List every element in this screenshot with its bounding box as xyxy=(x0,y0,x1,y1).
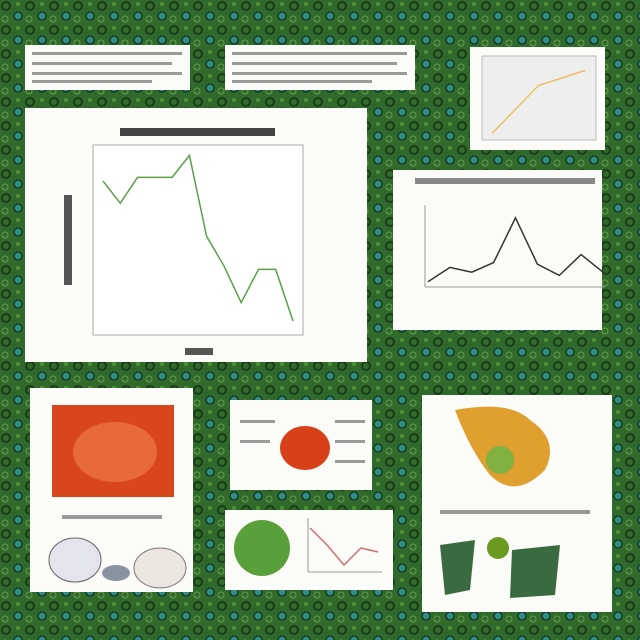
image xyxy=(73,422,157,482)
line xyxy=(309,527,379,567)
image xyxy=(510,545,560,598)
title-bar xyxy=(120,128,275,136)
chart-frame xyxy=(92,144,304,336)
text-lines xyxy=(440,510,590,514)
image xyxy=(48,537,102,583)
line xyxy=(491,69,586,135)
text-lines xyxy=(232,52,407,83)
paper xyxy=(25,45,190,90)
image xyxy=(440,540,475,595)
text-lines xyxy=(240,420,365,463)
image xyxy=(487,537,509,559)
image xyxy=(280,426,330,470)
image xyxy=(102,565,130,581)
axis-label-bar xyxy=(64,195,72,285)
image xyxy=(234,520,290,576)
text-lines xyxy=(32,52,182,83)
text-lines xyxy=(62,515,162,519)
chart-frame xyxy=(481,55,597,141)
line xyxy=(102,153,294,322)
paper xyxy=(225,45,415,90)
paper xyxy=(393,170,602,330)
image xyxy=(486,446,514,474)
axis-label-bar xyxy=(185,348,213,355)
image xyxy=(133,547,187,589)
title-bar xyxy=(415,178,595,184)
line xyxy=(427,216,604,283)
